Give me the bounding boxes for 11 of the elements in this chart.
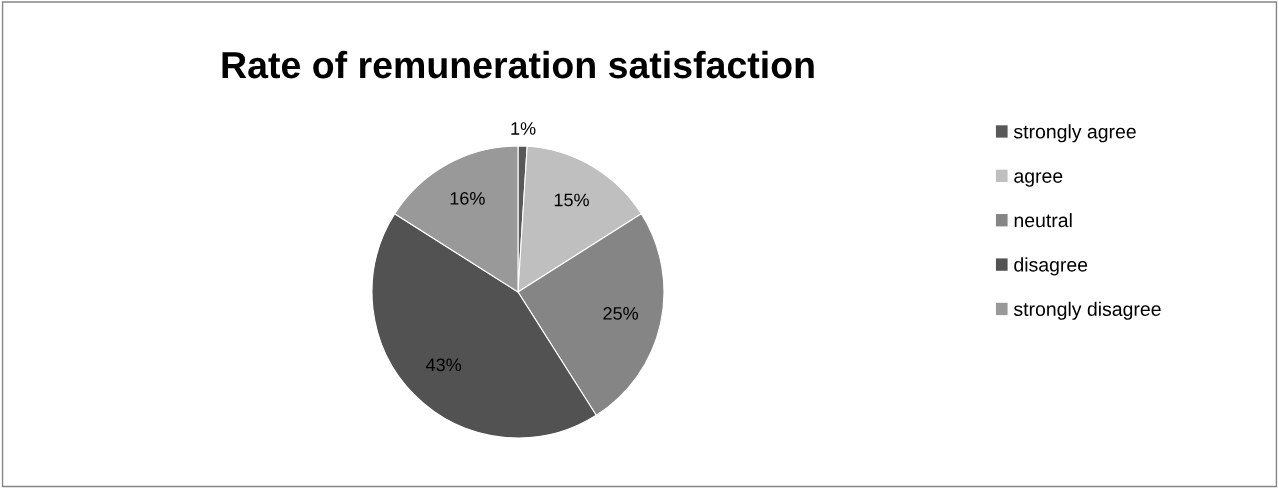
legend-label: agree: [1014, 172, 1063, 187]
legend-label: neutral: [1014, 212, 1072, 228]
data-label: 1%: [511, 122, 536, 135]
legend-label: strongly agree: [1013, 124, 1136, 143]
legend-label: disagree: [1014, 257, 1088, 276]
chart-title: Rate of remuneration satisfaction: [222, 50, 814, 79]
legend-label: strongly disagree: [1013, 301, 1161, 320]
data-label: 16%: [450, 191, 485, 205]
data-label: 15%: [554, 193, 589, 207]
data-label: 43%: [426, 358, 462, 372]
data-label: 25%: [603, 306, 639, 320]
